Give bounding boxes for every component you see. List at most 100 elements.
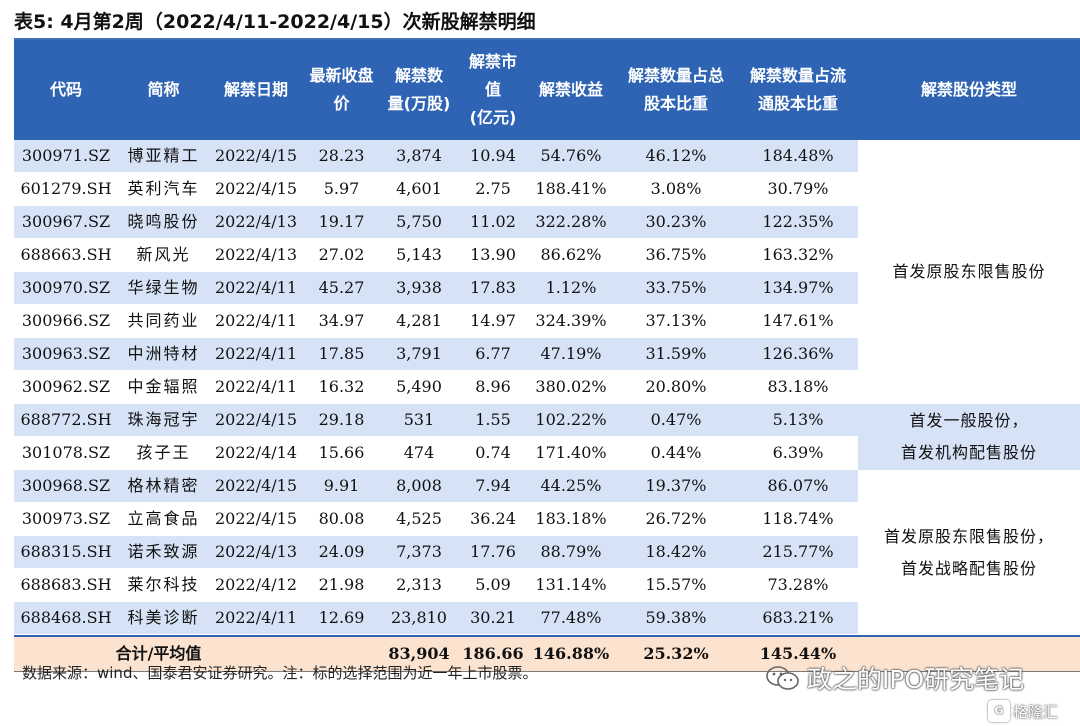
cell-name: 科美诊断 bbox=[118, 602, 209, 635]
cell-total-ratio: 19.37% bbox=[614, 470, 738, 503]
cell-shares: 531 bbox=[380, 404, 458, 437]
share-type-cell: 首发原股东限售股份 bbox=[858, 140, 1080, 404]
cell-price: 9.91 bbox=[303, 470, 380, 503]
title-divider bbox=[14, 38, 1080, 40]
table-body: 300971.SZ 博亚精工 2022/4/15 28.23 3,874 10.94 54.… bbox=[14, 140, 1080, 635]
cell-total-ratio: 20.80% bbox=[614, 371, 738, 404]
cell-date: 2022/4/14 bbox=[209, 437, 303, 470]
cell-total-ratio: 18.42% bbox=[614, 536, 738, 569]
cell-date: 2022/4/13 bbox=[209, 536, 303, 569]
cell-shares: 5,490 bbox=[380, 371, 458, 404]
gelonghui-watermark: G 格隆汇 bbox=[987, 700, 1058, 722]
cell-value: 13.90 bbox=[458, 239, 528, 272]
cell-price: 34.97 bbox=[303, 305, 380, 338]
cell-date: 2022/4/11 bbox=[209, 305, 303, 338]
cell-code: 688663.SH bbox=[14, 239, 118, 272]
cell-total-ratio: 37.13% bbox=[614, 305, 738, 338]
cell-date: 2022/4/15 bbox=[209, 140, 303, 173]
cell-value: 6.77 bbox=[458, 338, 528, 371]
cell-gain: 88.79% bbox=[528, 536, 614, 569]
total-row: 合计/平均值 83,904 186.66 146.88% 25.32% 145.… bbox=[14, 635, 1080, 672]
cell-float-ratio: 215.77% bbox=[738, 536, 858, 569]
header-float-ratio: 解禁数量占流 通股本比重 bbox=[749, 66, 846, 113]
cell-name: 中洲特材 bbox=[118, 338, 209, 371]
cell-code: 300970.SZ bbox=[14, 272, 118, 305]
table-title: 表5: 4月第2周（2022/4/11-2022/4/15）次新股解禁明细 bbox=[14, 11, 536, 33]
cell-float-ratio: 118.74% bbox=[738, 503, 858, 536]
cell-float-ratio: 122.35% bbox=[738, 206, 858, 239]
cell-date: 2022/4/15 bbox=[209, 404, 303, 437]
cell-name: 孩子王 bbox=[118, 437, 209, 470]
cell-shares: 3,938 bbox=[380, 272, 458, 305]
cell-value: 1.55 bbox=[458, 404, 528, 437]
watermark-text: 政之的IPO研究笔记 bbox=[807, 665, 1025, 694]
cell-total-ratio: 15.57% bbox=[614, 569, 738, 602]
cell-shares: 4,601 bbox=[380, 173, 458, 206]
cell-code: 688468.SH bbox=[14, 602, 118, 635]
header-unlock-shares: 解禁数 量(万股) bbox=[387, 66, 451, 113]
cell-total-ratio: 30.23% bbox=[614, 206, 738, 239]
cell-price: 27.02 bbox=[303, 239, 380, 272]
cell-code: 300968.SZ bbox=[14, 470, 118, 503]
cell-name: 诺禾致源 bbox=[118, 536, 209, 569]
cell-gain: 54.76% bbox=[528, 140, 614, 173]
cell-name: 中金辐照 bbox=[118, 371, 209, 404]
cell-code: 688772.SH bbox=[14, 404, 118, 437]
share-type-cell: 首发一般股份， 首发机构配售股份 bbox=[858, 404, 1080, 470]
cell-name: 博亚精工 bbox=[118, 140, 209, 173]
cell-date: 2022/4/11 bbox=[209, 602, 303, 635]
cell-float-ratio: 30.79% bbox=[738, 173, 858, 206]
cell-date: 2022/4/11 bbox=[209, 371, 303, 404]
cell-float-ratio: 163.32% bbox=[738, 239, 858, 272]
cell-code: 301078.SZ bbox=[14, 437, 118, 470]
cell-value: 30.21 bbox=[458, 602, 528, 635]
cell-gain: 131.14% bbox=[528, 569, 614, 602]
cell-name: 莱尔科技 bbox=[118, 569, 209, 602]
cell-value: 7.94 bbox=[458, 470, 528, 503]
cell-code: 688315.SH bbox=[14, 536, 118, 569]
cell-float-ratio: 5.13% bbox=[738, 404, 858, 437]
cell-price: 28.23 bbox=[303, 140, 380, 173]
cell-date: 2022/4/13 bbox=[209, 206, 303, 239]
cell-shares: 474 bbox=[380, 437, 458, 470]
cell-name: 新风光 bbox=[118, 239, 209, 272]
cell-name: 立高食品 bbox=[118, 503, 209, 536]
cell-total-ratio: 33.75% bbox=[614, 272, 738, 305]
cell-value: 14.97 bbox=[458, 305, 528, 338]
cell-date: 2022/4/12 bbox=[209, 569, 303, 602]
cell-total-ratio: 59.38% bbox=[614, 602, 738, 635]
share-type-cell: 首发原股东限售股份， 首发战略配售股份 bbox=[858, 470, 1080, 635]
cell-float-ratio: 73.28% bbox=[738, 569, 858, 602]
header-share-type: 解禁股份类型 bbox=[920, 80, 1017, 99]
cell-value: 17.76 bbox=[458, 536, 528, 569]
table-header: 代码 简称 解禁日期 最新收盘 价解禁数 量(万股) 解禁市 值 (亿元) 解禁收益 解禁数… bbox=[14, 40, 1080, 140]
total-value: 186.66 bbox=[462, 644, 524, 663]
cell-name: 华绿生物 bbox=[118, 272, 209, 305]
cell-shares: 8,008 bbox=[380, 470, 458, 503]
cell-gain: 102.22% bbox=[528, 404, 614, 437]
header-code: 代码 bbox=[49, 80, 82, 99]
cell-code: 300967.SZ bbox=[14, 206, 118, 239]
cell-total-ratio: 46.12% bbox=[614, 140, 738, 173]
gelonghui-logo-icon: G bbox=[987, 700, 1010, 722]
source-footnote: 数据来源：wind、国泰君安证券研究。注：标的选择范围为近一年上市股票。 bbox=[22, 664, 538, 682]
cell-price: 29.18 bbox=[303, 404, 380, 437]
cell-name: 共同药业 bbox=[118, 305, 209, 338]
cell-date: 2022/4/15 bbox=[209, 173, 303, 206]
float-ratio: 145.44% bbox=[759, 644, 837, 663]
cell-gain: 188.41% bbox=[528, 173, 614, 206]
cell-value: 5.09 bbox=[458, 569, 528, 602]
header-unlock-value: 解禁市 值 (亿元) bbox=[468, 52, 517, 127]
cell-float-ratio: 683.21% bbox=[738, 602, 858, 635]
cell-gain: 77.48% bbox=[528, 602, 614, 635]
cell-code: 601279.SH bbox=[14, 173, 118, 206]
cell-gain: 86.62% bbox=[528, 239, 614, 272]
cell-float-ratio: 134.97% bbox=[738, 272, 858, 305]
header-close-price: 最新收盘 价 bbox=[309, 66, 374, 113]
cell-price: 17.85 bbox=[303, 338, 380, 371]
cell-code: 300966.SZ bbox=[14, 305, 118, 338]
cell-shares: 4,281 bbox=[380, 305, 458, 338]
cell-shares: 5,750 bbox=[380, 206, 458, 239]
cell-date: 2022/4/11 bbox=[209, 338, 303, 371]
header-total-ratio: 解禁数量占总 股本比重 bbox=[627, 66, 724, 113]
